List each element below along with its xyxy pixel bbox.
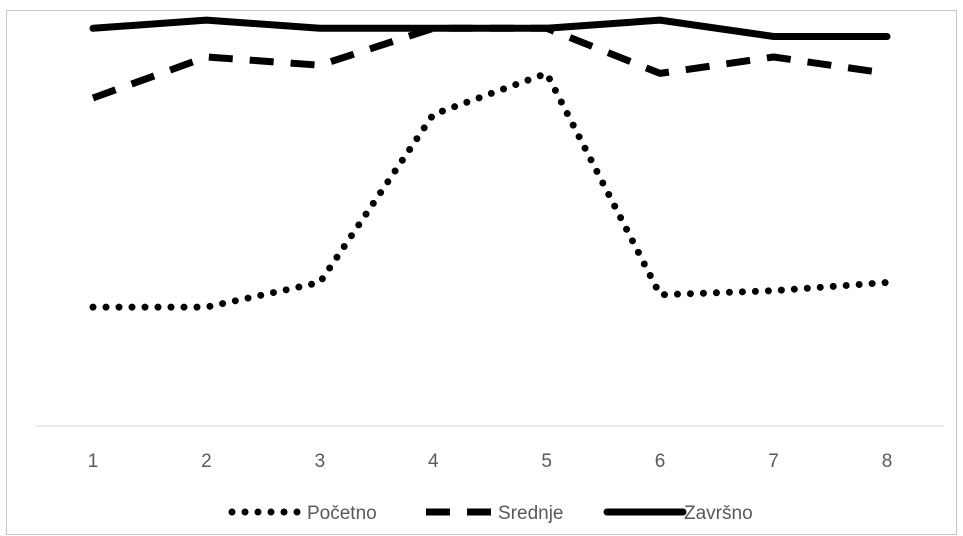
x-tick-label: 4 [428,451,439,472]
legend-item-srednje: Srednje [426,503,564,524]
legend-label-srednje: Srednje [498,503,564,524]
x-tick-label: 2 [201,451,212,472]
x-tick-label: 8 [882,451,893,472]
data-point-srednje-3 [318,63,322,67]
x-tick-label: 5 [541,451,552,472]
x-tick-label: 7 [768,451,779,472]
data-point-srednje-2 [204,55,208,59]
legend-label-pocetno: Početno [307,503,377,524]
x-tick-label: 6 [655,451,666,472]
data-point-srednje-8 [885,71,889,75]
legend-item-zavrsno: Završno [607,503,753,524]
x-tick-labels: 1 2 3 4 5 6 7 8 [88,451,893,472]
legend: Početno Srednje Završno [232,503,753,524]
legend-item-pocetno: Početno [232,503,377,524]
legend-label-zavrsno: Završno [684,503,753,524]
series-line-zavrsno [93,20,887,36]
data-point-pocetno-5 [545,71,549,75]
data-point-pocetno-7 [772,289,776,293]
x-tick-label: 1 [88,451,99,472]
series-layer [91,18,889,309]
x-tick-label: 3 [315,451,326,472]
series-line-pocetno [93,73,887,307]
